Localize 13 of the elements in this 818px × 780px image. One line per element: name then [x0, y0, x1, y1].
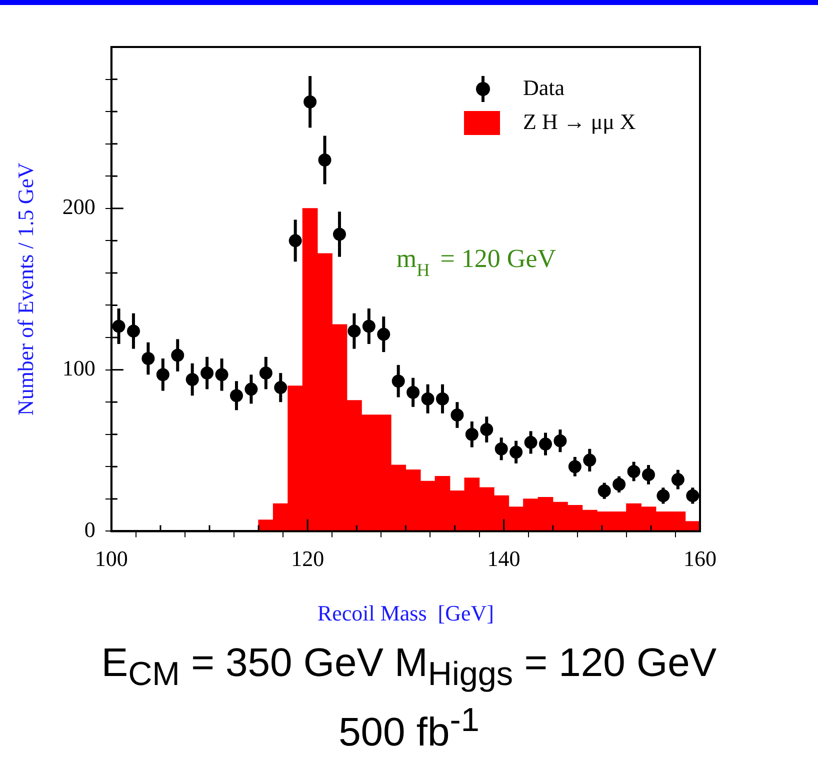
y-tick-label: 100: [62, 356, 96, 381]
x-tick-label: 100: [94, 546, 128, 572]
x-axis-title: Recoil Mass [GeV]: [317, 600, 494, 626]
text: 500 fb$^{-1}$: [338, 701, 480, 756]
legend-label: Z H → μμ X: [523, 108, 636, 134]
y-tick-label: 0: [84, 516, 96, 542]
x-tick-label: 160: [684, 546, 716, 572]
text: E$_{CM}$ = 350 GeV M$_{Higgs}$ = 120 GeV: [100, 640, 718, 695]
x-tick-label: 140: [487, 546, 520, 572]
y-axis-title: Number of Events / 1.5 GeV: [12, 162, 38, 416]
legend-label: Data: [523, 74, 565, 100]
y-tick-label: 200: [62, 194, 96, 220]
x-tick-label: 120: [291, 546, 324, 572]
